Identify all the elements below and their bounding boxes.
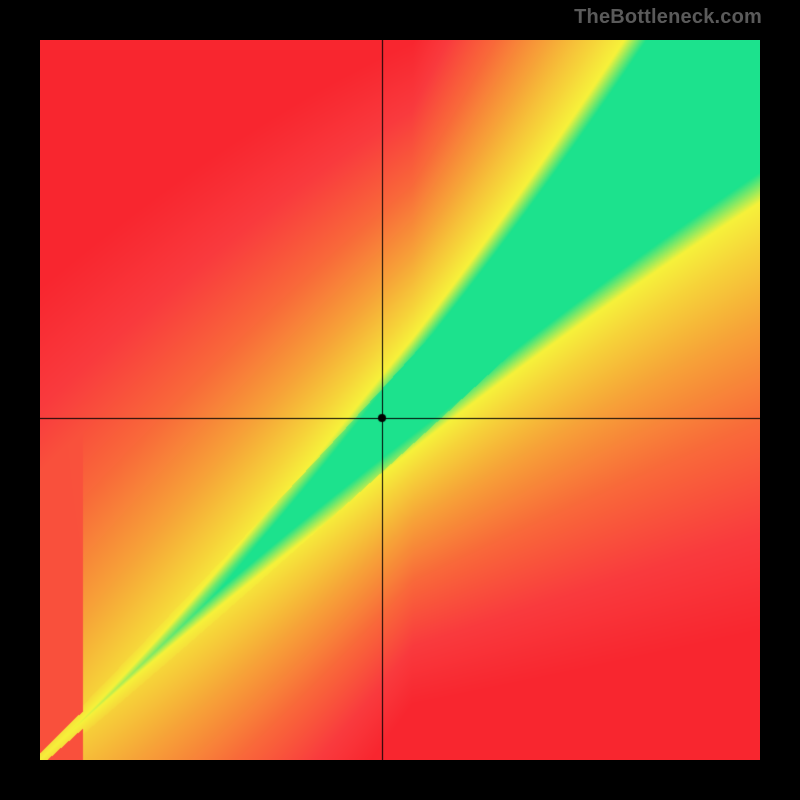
heatmap-canvas — [40, 40, 760, 760]
watermark-text: TheBottleneck.com — [574, 6, 762, 29]
bottleneck-heatmap — [40, 40, 760, 760]
